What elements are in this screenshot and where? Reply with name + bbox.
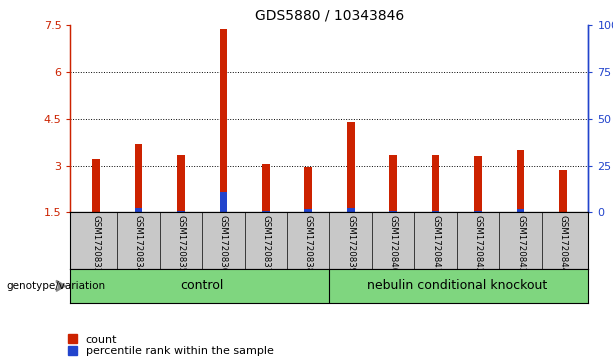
Bar <box>347 208 354 212</box>
Text: GSM1720844: GSM1720844 <box>558 215 568 273</box>
Text: GSM1720838: GSM1720838 <box>304 215 313 273</box>
Bar <box>135 144 142 212</box>
Bar <box>474 156 482 212</box>
Bar <box>177 155 185 212</box>
Bar <box>219 29 227 212</box>
Text: GSM1720833: GSM1720833 <box>91 215 101 273</box>
Bar <box>305 209 312 212</box>
Bar <box>517 150 524 212</box>
Text: control: control <box>180 280 224 292</box>
Text: GSM1720841: GSM1720841 <box>431 215 440 273</box>
Text: nebulin conditional knockout: nebulin conditional knockout <box>367 280 547 292</box>
Bar <box>389 155 397 212</box>
Bar <box>474 211 482 212</box>
Text: GSM1720835: GSM1720835 <box>177 215 185 273</box>
Bar <box>347 122 354 212</box>
Bar <box>559 170 567 212</box>
Text: GSM1720843: GSM1720843 <box>516 215 525 273</box>
Text: GSM1720839: GSM1720839 <box>346 215 355 273</box>
Text: genotype/variation: genotype/variation <box>6 281 105 291</box>
Bar <box>177 211 185 212</box>
Legend: count, percentile rank within the sample: count, percentile rank within the sample <box>67 333 275 358</box>
Bar <box>92 159 100 212</box>
Bar <box>517 209 524 212</box>
Text: GSM1720842: GSM1720842 <box>474 215 482 273</box>
Text: GSM1720840: GSM1720840 <box>389 215 398 273</box>
FancyArrow shape <box>56 280 66 291</box>
Text: GSM1720836: GSM1720836 <box>219 215 228 273</box>
Bar <box>262 211 270 212</box>
Text: GSM1720837: GSM1720837 <box>261 215 270 273</box>
Bar <box>389 211 397 212</box>
Bar <box>305 167 312 212</box>
Bar <box>262 164 270 212</box>
Bar <box>432 211 440 212</box>
Bar <box>219 192 227 212</box>
Bar <box>135 208 142 212</box>
Text: GSM1720834: GSM1720834 <box>134 215 143 273</box>
Bar <box>432 155 440 212</box>
Title: GDS5880 / 10343846: GDS5880 / 10343846 <box>255 9 404 23</box>
